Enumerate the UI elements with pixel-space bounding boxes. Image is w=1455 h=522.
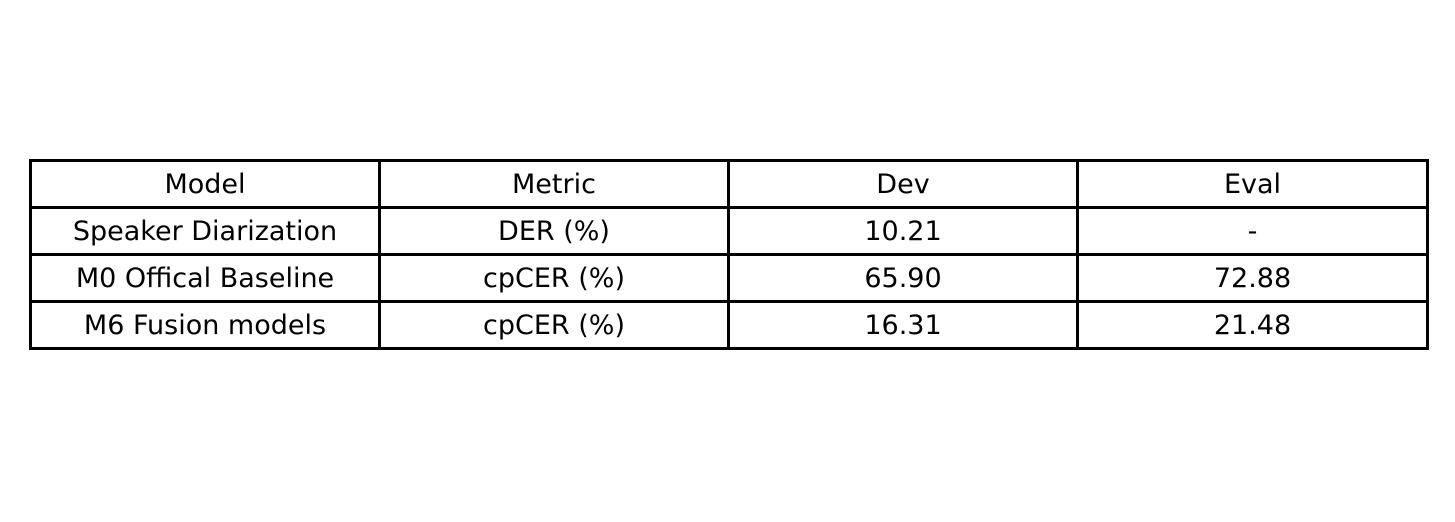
table-row: Speaker Diarization DER (%) 10.21 - [29, 206, 1429, 256]
results-table: Model Metric Dev Eval Speaker Diarizatio… [29, 159, 1429, 350]
cell-model: M6 Fusion models [29, 300, 381, 350]
header-cell-model: Model [29, 159, 381, 209]
cell-model: Speaker Diarization [29, 206, 381, 256]
table-header-row: Model Metric Dev Eval [29, 159, 1429, 209]
table-row: M0 Offical Baseline cpCER (%) 65.90 72.8… [29, 253, 1429, 303]
cell-dev: 16.31 [727, 300, 1079, 350]
header-cell-eval: Eval [1076, 159, 1429, 209]
cell-metric: DER (%) [378, 206, 730, 256]
header-cell-metric: Metric [378, 159, 730, 209]
table-row: M6 Fusion models cpCER (%) 16.31 21.48 [29, 300, 1429, 350]
cell-eval: - [1076, 206, 1429, 256]
cell-eval: 21.48 [1076, 300, 1429, 350]
cell-metric: cpCER (%) [378, 253, 730, 303]
cell-model: M0 Offical Baseline [29, 253, 381, 303]
cell-dev: 65.90 [727, 253, 1079, 303]
cell-dev: 10.21 [727, 206, 1079, 256]
header-cell-dev: Dev [727, 159, 1079, 209]
cell-eval: 72.88 [1076, 253, 1429, 303]
cell-metric: cpCER (%) [378, 300, 730, 350]
